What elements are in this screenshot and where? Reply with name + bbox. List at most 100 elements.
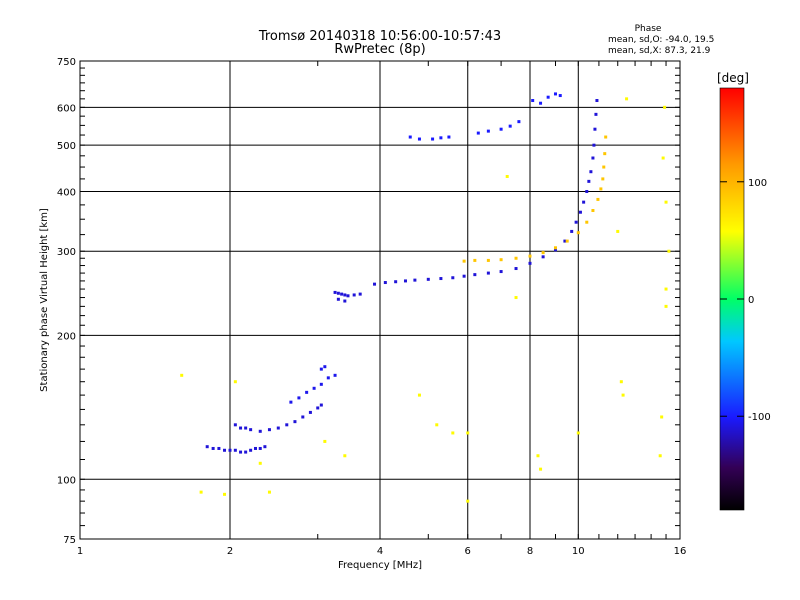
y-tick-label: 200 [57,331,76,342]
x-tick-label: 4 [377,546,383,557]
data-point [297,396,301,400]
x-tick-labels: 1 2 4 6 8 10 16 [77,546,687,557]
data-point [346,294,350,298]
data-point [541,255,545,259]
data-points [180,92,671,503]
data-point [514,296,518,300]
data-point [589,170,593,174]
data-point [486,271,490,275]
data-point [426,277,430,281]
data-point [319,382,323,386]
data-point [565,239,569,243]
data-point [326,376,330,380]
data-point [663,105,667,109]
data-point [408,135,412,139]
data-point [585,220,589,224]
data-point [343,454,347,458]
data-point [570,229,574,233]
data-point [447,135,451,139]
data-point [205,445,209,449]
data-point [466,431,470,435]
data-point [563,239,567,243]
data-point [343,293,347,297]
data-point [528,254,532,258]
data-point [661,156,665,160]
data-point [476,131,480,135]
data-point [462,259,466,263]
data-point [319,367,323,371]
data-point [539,467,543,471]
y-tick-label: 750 [57,57,76,68]
x-tick-label: 10 [572,546,585,557]
data-point [336,297,340,301]
data-point [333,290,337,294]
data-point [604,135,608,139]
y-tick-label: 500 [57,141,76,152]
y-tick-label: 400 [57,187,76,198]
data-point [603,152,607,156]
data-point [473,273,477,277]
x-tick-label: 2 [227,546,233,557]
data-point [263,445,267,449]
data-point [249,448,253,452]
data-point [462,274,466,278]
data-point [435,423,439,427]
y-tick-label: 600 [57,103,76,114]
data-point [308,410,312,414]
data-point [217,446,221,450]
data-point [574,220,578,224]
data-point [558,94,562,98]
x-tick-label: 16 [674,546,687,557]
colorbar-tick-label: 100 [748,178,767,189]
data-point [239,426,243,430]
data-point [323,439,327,443]
y-tick-label: 100 [57,475,76,486]
data-point [417,393,421,397]
data-point [601,177,605,181]
data-point [621,393,625,397]
phase-stats-o: mean, sd,O: -94.0, 19.5 [608,35,714,45]
data-point [417,137,421,141]
data-point [253,446,257,450]
plot-frame [79,60,681,540]
data-point [585,189,589,193]
data-point [531,99,535,103]
data-point [394,280,398,284]
data-point [505,174,509,178]
data-point [595,99,599,103]
colorbar-tick-label: 0 [748,295,754,306]
data-point [301,415,305,419]
phase-label: Phase [635,24,662,34]
data-point [233,380,237,384]
data-point [473,258,477,262]
grid-lines [80,61,680,539]
y-tick-labels: 75 100 200 300 400 500 600 750 [57,57,76,546]
data-point [596,197,600,201]
data-point [546,95,550,99]
data-point [660,415,664,419]
chart-subtitle: RwPretec (8p) [334,42,425,57]
data-point [343,299,347,303]
axis-ticks [79,60,681,540]
data-point [439,277,443,281]
data-point [333,373,337,377]
data-point [593,127,597,131]
data-point [514,267,518,271]
phase-stats-x: mean, sd,X: 87.3, 21.9 [608,46,711,56]
data-point [451,276,455,280]
data-point [553,92,557,96]
data-point [592,143,596,147]
data-point [312,386,316,390]
data-point [664,304,668,308]
data-point [517,120,521,124]
data-point [486,258,490,262]
data-point [340,292,344,296]
data-point [267,428,271,432]
data-point [486,129,490,133]
data-point [553,248,557,252]
data-point [599,187,603,191]
data-point [358,292,362,296]
data-point [319,403,323,407]
data-point [594,112,598,116]
